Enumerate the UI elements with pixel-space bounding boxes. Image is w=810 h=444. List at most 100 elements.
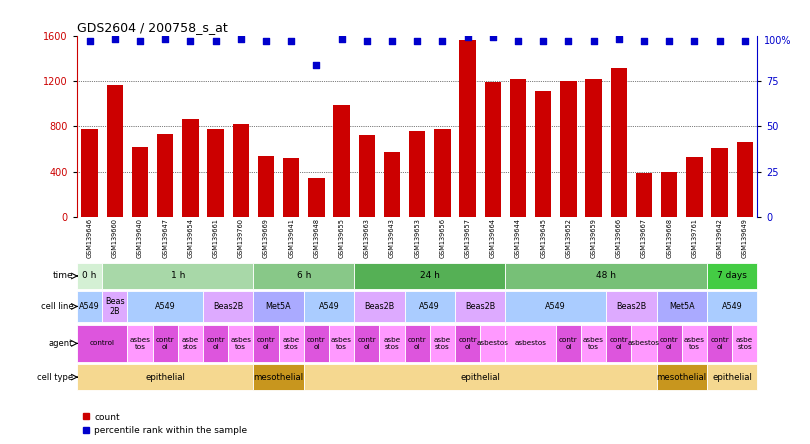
Text: contr
ol: contr ol (257, 337, 275, 350)
Bar (636, 173, 652, 217)
Text: GSM139667: GSM139667 (641, 218, 647, 258)
Bar (254, 263, 354, 289)
Bar (254, 365, 304, 390)
Bar (736, 142, 753, 217)
Bar (657, 325, 682, 362)
Bar (334, 105, 350, 217)
Bar (203, 291, 254, 322)
Bar (686, 157, 702, 217)
Bar (77, 263, 102, 289)
Text: agent: agent (49, 339, 73, 348)
Text: GSM139668: GSM139668 (666, 218, 672, 258)
Text: GSM139645: GSM139645 (540, 218, 546, 258)
Bar (455, 325, 480, 362)
Text: GSM139654: GSM139654 (187, 218, 194, 258)
Bar (354, 291, 404, 322)
Text: contr
ol: contr ol (710, 337, 729, 350)
Text: A549: A549 (420, 302, 440, 311)
Point (83, 37, 96, 44)
Text: asbes
tos: asbes tos (583, 337, 604, 350)
Bar (480, 325, 505, 362)
Point (688, 37, 701, 44)
Point (209, 37, 222, 44)
Bar (707, 291, 757, 322)
Bar (279, 325, 304, 362)
Point (511, 37, 524, 44)
Bar (581, 325, 606, 362)
Bar (707, 263, 757, 289)
Bar (228, 325, 254, 362)
Text: Beas2B: Beas2B (465, 302, 495, 311)
Bar (177, 325, 203, 362)
Point (562, 37, 575, 44)
Text: cell type: cell type (37, 373, 73, 381)
Text: asbestos: asbestos (514, 341, 547, 346)
Bar (682, 325, 707, 362)
Bar (258, 156, 274, 217)
Text: GSM139664: GSM139664 (490, 218, 496, 258)
Bar (308, 178, 325, 217)
Bar (81, 128, 98, 217)
Text: GSM139653: GSM139653 (414, 218, 420, 258)
Text: GSM139657: GSM139657 (465, 218, 471, 258)
Text: asbes
tos: asbes tos (230, 337, 251, 350)
Point (461, 34, 474, 41)
Point (310, 61, 323, 68)
Point (738, 37, 751, 44)
Bar (182, 119, 198, 217)
Text: GSM139652: GSM139652 (565, 218, 571, 258)
Bar (127, 325, 152, 362)
Bar (404, 291, 455, 322)
Bar (304, 365, 657, 390)
Point (234, 36, 247, 43)
Text: GSM139641: GSM139641 (288, 218, 294, 258)
Text: contr
ol: contr ol (307, 337, 326, 350)
Text: control: control (90, 341, 115, 346)
Text: GSM139648: GSM139648 (313, 218, 319, 258)
Text: mesothelial: mesothelial (657, 373, 707, 381)
Text: Met5A: Met5A (266, 302, 292, 311)
Text: contr
ol: contr ol (559, 337, 578, 350)
Bar (505, 291, 606, 322)
Bar (152, 325, 177, 362)
Bar (631, 325, 657, 362)
Bar (434, 128, 450, 217)
Point (134, 37, 147, 44)
Bar (404, 325, 430, 362)
Bar (561, 81, 577, 217)
Bar (127, 291, 203, 322)
Text: asbes
tos: asbes tos (684, 337, 705, 350)
Point (335, 36, 348, 43)
Bar (611, 68, 627, 217)
Point (109, 36, 122, 43)
Bar (102, 291, 127, 322)
Text: GSM139646: GSM139646 (87, 218, 92, 258)
Text: Met5A: Met5A (669, 302, 694, 311)
Bar (657, 291, 707, 322)
Text: contr
ol: contr ol (660, 337, 679, 350)
Point (663, 37, 676, 44)
Point (284, 37, 297, 44)
Bar (359, 135, 375, 217)
Bar (157, 134, 173, 217)
Bar (505, 263, 707, 289)
Text: 7 days: 7 days (717, 271, 747, 281)
Text: asbe
stos: asbe stos (283, 337, 300, 350)
Bar (586, 79, 602, 217)
Text: A549: A549 (79, 302, 100, 311)
Text: GSM139666: GSM139666 (616, 218, 622, 258)
Text: asbestos: asbestos (477, 341, 509, 346)
Text: Beas
2B: Beas 2B (105, 297, 125, 316)
Bar (77, 325, 127, 362)
Text: GSM139643: GSM139643 (389, 218, 395, 258)
Text: GSM139663: GSM139663 (364, 218, 369, 258)
Bar (304, 325, 329, 362)
Bar (707, 325, 732, 362)
Point (637, 37, 650, 44)
Text: asbe
stos: asbe stos (433, 337, 451, 350)
Point (360, 37, 373, 44)
Bar (379, 325, 404, 362)
Bar (384, 152, 400, 217)
Text: GSM139649: GSM139649 (742, 218, 748, 258)
Legend: count, percentile rank within the sample: count, percentile rank within the sample (82, 412, 247, 435)
